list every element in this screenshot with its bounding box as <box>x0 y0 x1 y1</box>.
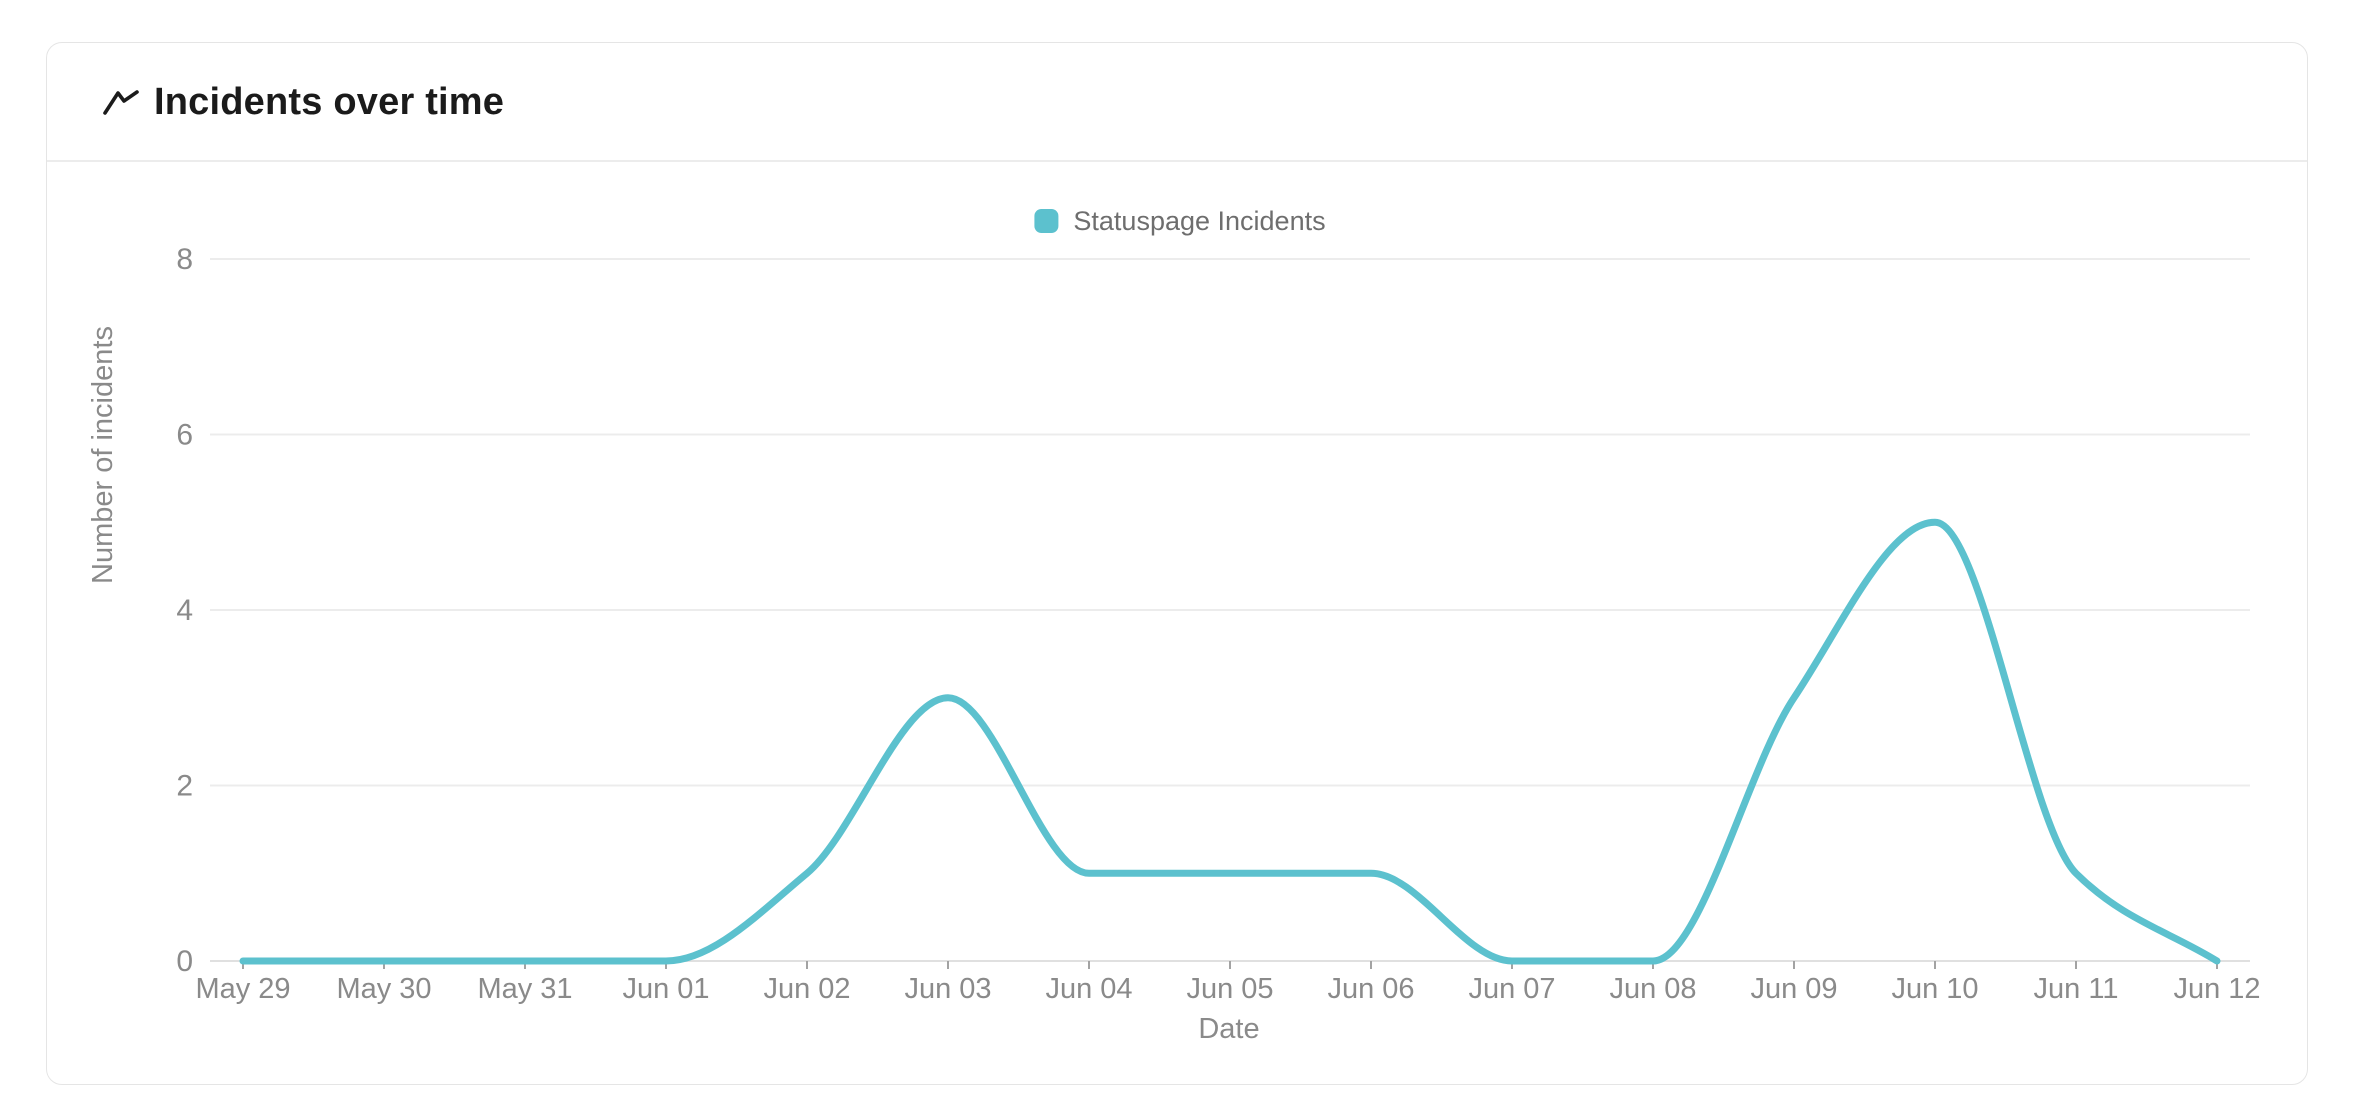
card-header: Incidents over time <box>47 43 2307 162</box>
x-tick-label: Jun 07 <box>1468 973 1555 1005</box>
x-axis-title: Date <box>1198 1013 1259 1045</box>
y-tick-label: 0 <box>176 945 193 978</box>
y-tick-label: 2 <box>176 770 193 803</box>
legend-swatch[interactable] <box>1034 209 1059 234</box>
x-tick-label: Jun 02 <box>763 973 850 1005</box>
legend-item-statuspage-incidents[interactable]: Statuspage Incidents <box>1034 205 1326 237</box>
y-tick-label: 4 <box>176 594 193 627</box>
x-tick-label: Jun 12 <box>2173 973 2260 1005</box>
y-axis-title: Number of incidents <box>87 326 119 584</box>
chart-title: Incidents over time <box>154 80 505 123</box>
trending-up-icon <box>103 89 139 115</box>
series-line-statuspage-incidents[interactable] <box>239 518 2221 965</box>
x-tick-label: Jun 03 <box>904 973 991 1005</box>
x-tick-label: Jun 11 <box>2034 973 2119 1005</box>
x-tick-label: Jun 06 <box>1327 973 1414 1005</box>
x-tick-label: Jun 10 <box>1891 973 1978 1005</box>
y-tick-label: 8 <box>176 243 193 276</box>
x-tick-label: May 30 <box>336 973 431 1005</box>
x-tick-label: Jun 01 <box>622 973 709 1005</box>
x-tick-label: May 31 <box>477 973 572 1005</box>
x-tick-label: Jun 09 <box>1750 973 1837 1005</box>
x-axis-tick-labels: May 29 May 30 May 31 Jun 01 Jun 02 Jun 03 Jun … <box>195 973 2260 1005</box>
x-tick-label: Jun 04 <box>1045 973 1132 1005</box>
x-tick-label: Jun 05 <box>1186 973 1273 1005</box>
y-tick-label: 6 <box>176 419 193 452</box>
legend-label[interactable]: Statuspage Incidents <box>1073 206 1326 236</box>
gridlines <box>210 258 2250 962</box>
x-tick-label: Jun 08 <box>1609 973 1696 1005</box>
incidents-card: Incidents over time <box>46 42 2308 1085</box>
y-axis-tick-labels: 0 2 4 6 8 <box>176 243 193 978</box>
x-tick-label: May 29 <box>195 973 290 1005</box>
